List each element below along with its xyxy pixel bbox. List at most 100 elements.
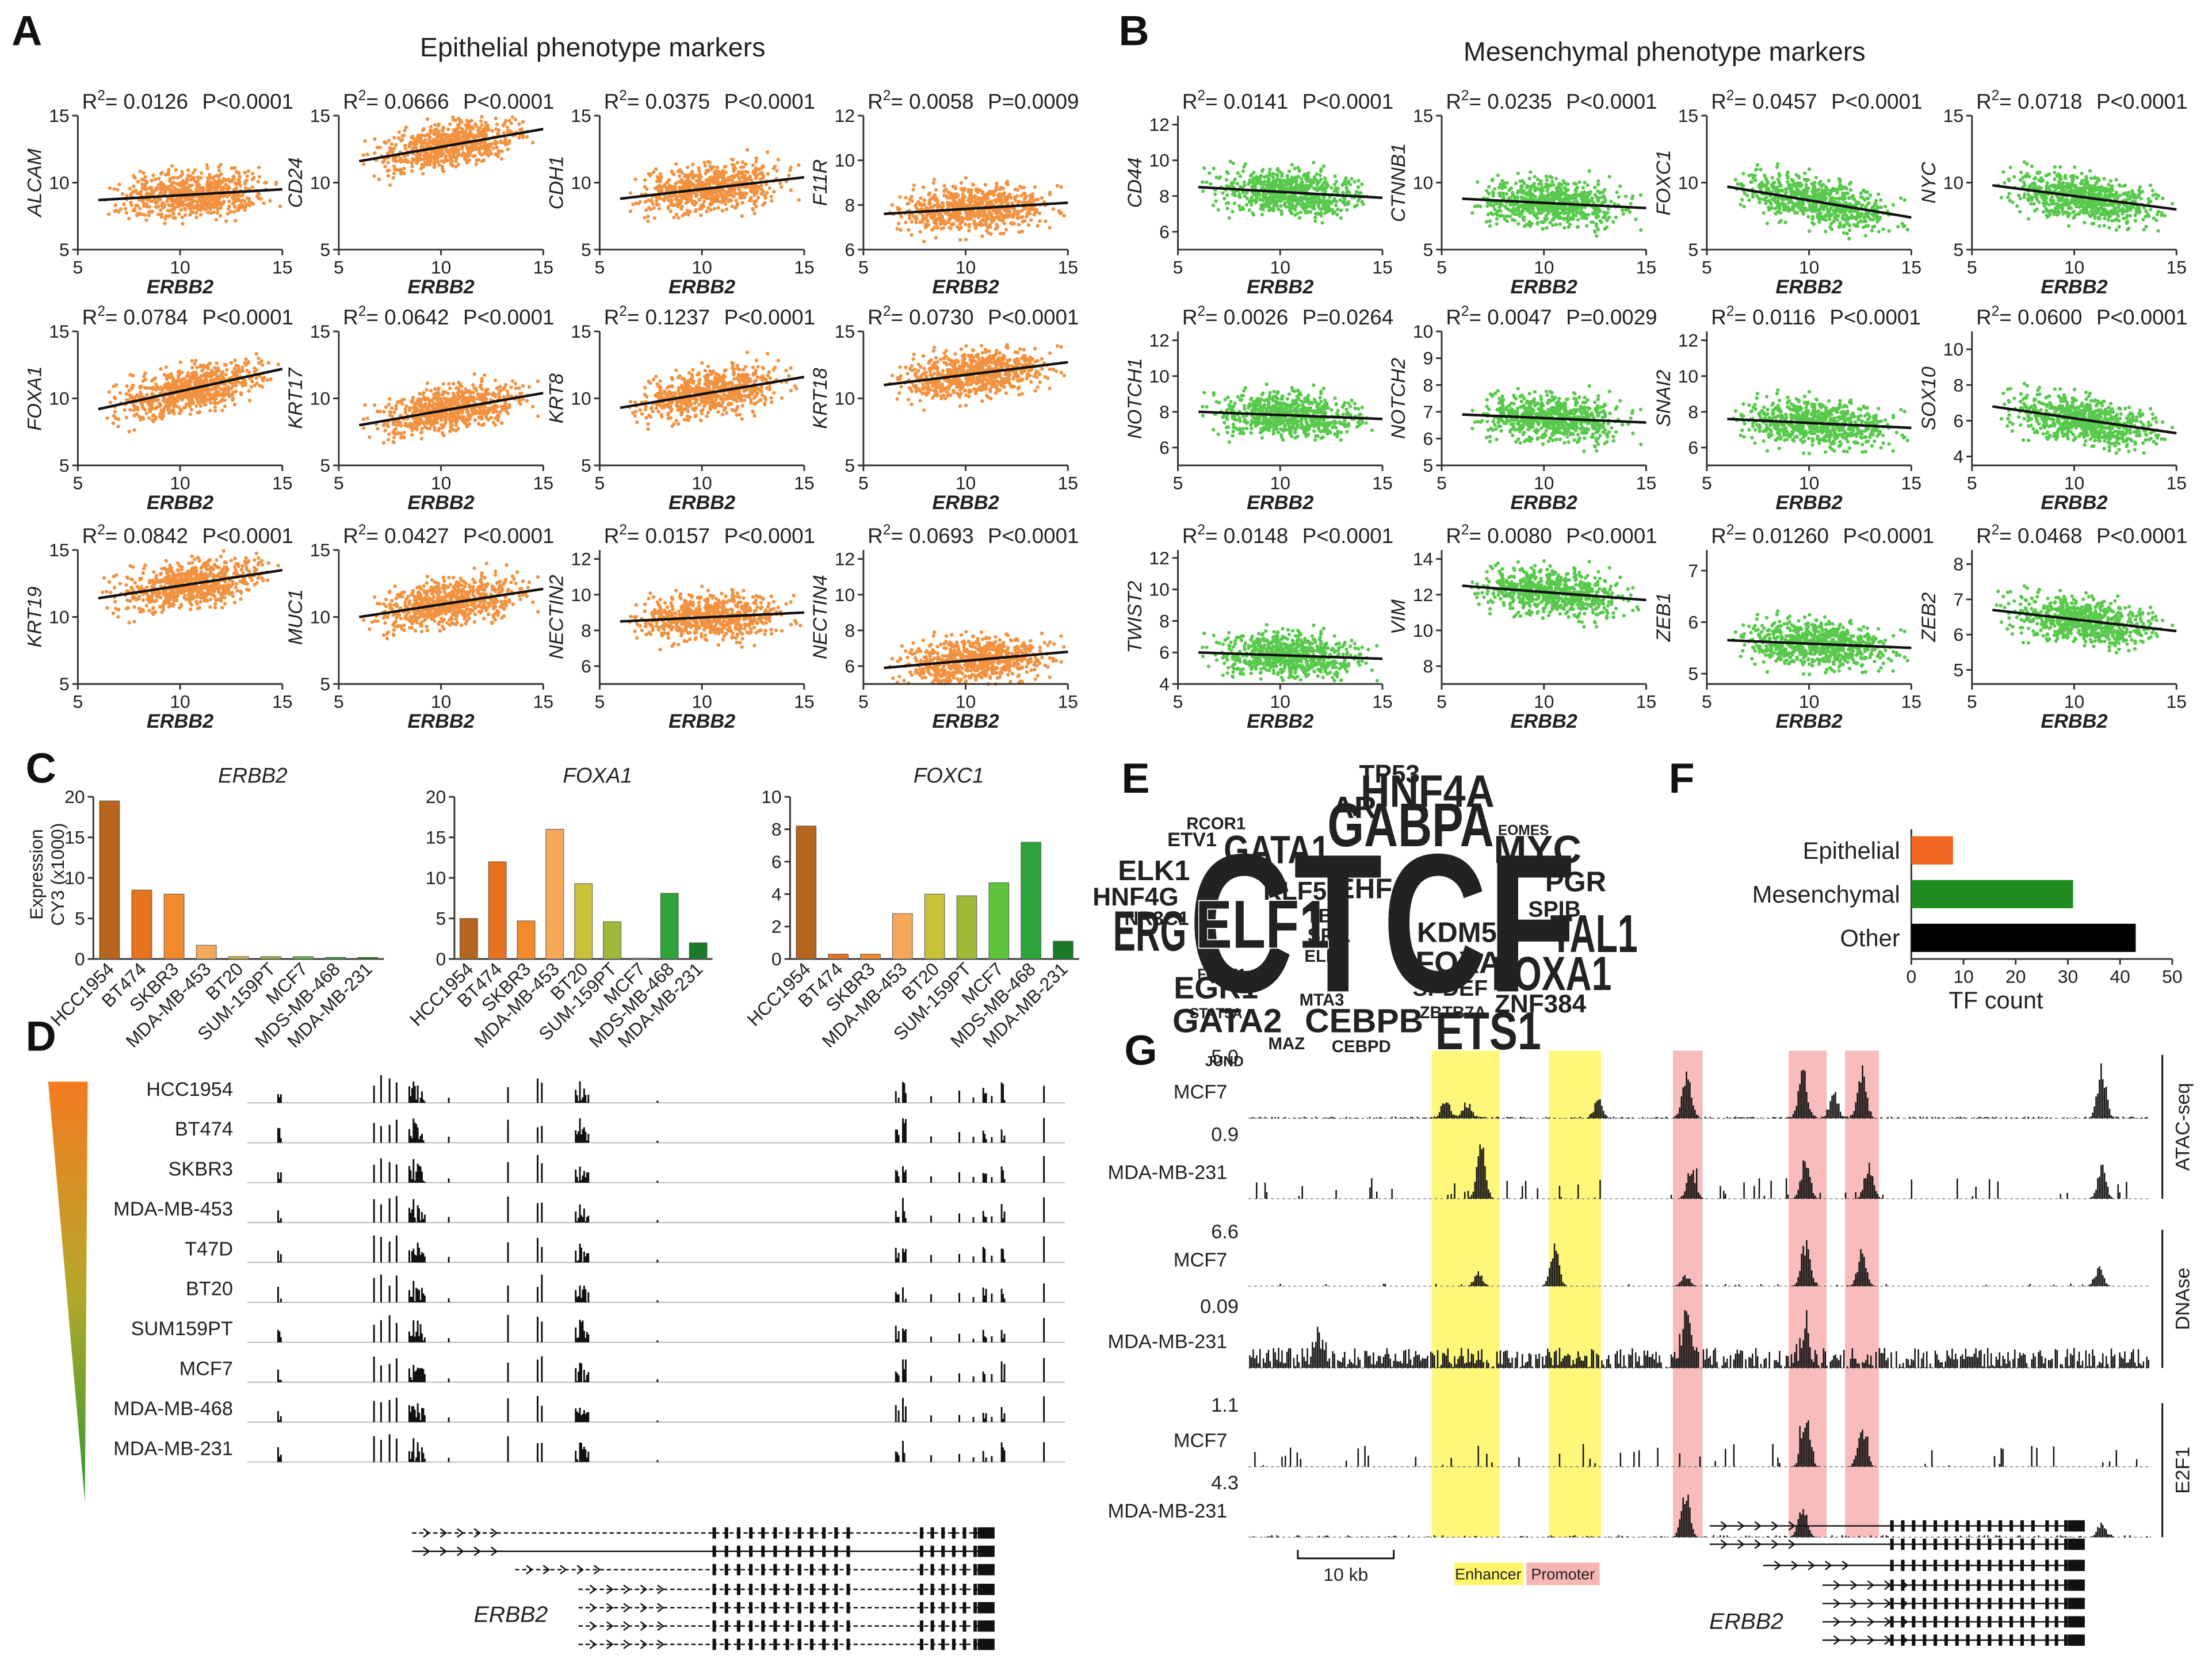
exon (761, 1564, 765, 1576)
scatter-plot: 5 10 15 5 10 15 NYC ERBB2 R2= 0.0718 P<0.0001 (1918, 88, 2187, 298)
y-tick-label: 7 (1688, 560, 1698, 581)
stat-r: R (343, 90, 358, 113)
exon (930, 1564, 934, 1576)
stat-sup: 2 (358, 522, 366, 538)
stat: R2= 0.0784 P<0.0001 (82, 304, 293, 329)
y-tick-label: 6 (771, 851, 782, 872)
exon (962, 1584, 966, 1595)
point-cloud (105, 351, 280, 434)
y-tick-label: 10 (310, 173, 330, 193)
x-tick-label: 15 (1058, 257, 1078, 278)
exon (2045, 1634, 2049, 1646)
stat-sup: 2 (1992, 522, 2000, 538)
stat-r2: = 0.0116 (1734, 305, 1815, 329)
stat-p: P<0.0001 (2096, 524, 2187, 548)
stat-r2: = 0.0080 (1469, 524, 1552, 548)
x-tick-label: 5 (1173, 691, 1183, 712)
y-tick-label: 15 (64, 827, 85, 848)
x-tick-label: 10 (1799, 473, 1819, 494)
exon (2045, 1520, 2049, 1532)
exon (941, 1545, 945, 1557)
word: RCOR1 (1186, 815, 1246, 834)
y-tick-label: 20 (64, 786, 85, 807)
word: HNF4A (1361, 766, 1495, 816)
point-cloud (1731, 609, 1909, 677)
x-tick-label: 5 (334, 257, 344, 278)
exon (2054, 1538, 2058, 1550)
bar (660, 893, 679, 960)
cell-label: MCF7 (179, 1358, 233, 1380)
word: JUND (1205, 1054, 1244, 1069)
bar (828, 954, 849, 960)
gene-model (1709, 1520, 2085, 1532)
exon (712, 1545, 716, 1557)
scatter-plot: 5 10 15 5 10 15 CDH1 ERBB2 R2= 0.0375 P<0.0001 (546, 88, 815, 298)
word: FOXM1 (1197, 966, 1246, 982)
x-tick-label: 5 (1173, 473, 1183, 494)
exon (1955, 1634, 1959, 1646)
stat-p: P<0.0001 (203, 305, 293, 329)
fit-line (1198, 186, 1383, 200)
word: ELF1 (1195, 886, 1330, 962)
exon (952, 1527, 956, 1539)
x-tick-label: 15 (272, 257, 292, 278)
stat-r2: = 0.0148 (1205, 524, 1288, 548)
exon (1944, 1597, 1948, 1610)
exon (1944, 1579, 1948, 1591)
stat-sup: 2 (97, 88, 105, 104)
exon (749, 1620, 753, 1632)
bar (228, 956, 249, 960)
word: ZNF384 (1495, 990, 1587, 1018)
exon (919, 1620, 924, 1632)
exon (919, 1527, 924, 1539)
fit-line (1198, 651, 1383, 660)
stat-r2: = 0.0718 (1999, 90, 2082, 113)
exon (2009, 1579, 2014, 1591)
stat-r: R (1711, 305, 1726, 329)
x-tick-label: 5 (858, 257, 869, 278)
x-tick-label: 15 (794, 473, 814, 494)
y-tick-label: 10 (571, 388, 591, 409)
x-tick-label: 10 (1270, 691, 1290, 712)
signal (277, 1314, 1045, 1343)
x-tick-label: 50 (2162, 966, 2182, 987)
y-tick-label: 10 (835, 150, 855, 171)
exon (1923, 1616, 1927, 1628)
exon (761, 1584, 765, 1595)
y-tick-label: 12 (1413, 584, 1433, 605)
x-tick-label: 5 (1702, 473, 1712, 494)
strand-arrows (589, 1603, 664, 1613)
stat: R2= 0.0141 P<0.0001 (1182, 88, 1393, 113)
y-tick-label: 10 (1149, 366, 1169, 387)
x-tick-label: 5 (858, 691, 869, 712)
y-tick-label: 4 (1159, 674, 1170, 694)
stat: R2= 0.0116 P<0.0001 (1711, 304, 1921, 329)
exon (834, 1564, 838, 1576)
x-tick-label: 10 (956, 257, 976, 278)
word: AR (1332, 790, 1377, 825)
stat-r: R (1446, 524, 1461, 548)
bar (892, 913, 913, 960)
exon (1988, 1538, 1992, 1550)
track-scale: 6.6 (1211, 1221, 1239, 1243)
y-tick-label: 7 (1953, 589, 1963, 610)
x-label: ERBB2 (932, 492, 999, 514)
y-tick-label: 2 (771, 916, 782, 937)
exon (962, 1638, 966, 1650)
exon (1966, 1520, 1970, 1532)
y-label: VIM (1388, 599, 1409, 635)
exon (2020, 1616, 2024, 1628)
exon (773, 1602, 777, 1614)
exon (846, 1620, 850, 1632)
stat: R2= 0.0235 P<0.0001 (1446, 88, 1657, 113)
cell-label: HCC1954 (146, 1079, 233, 1100)
panel-letter: A (12, 6, 42, 54)
x-label: ERBB2 (1511, 710, 1577, 732)
exon (1955, 1520, 1959, 1532)
scatter-plot: 5 10 15 5 10 15 KRT17 ERBB2 R2= 0.0642 P<0.0001 (285, 304, 554, 514)
stat: R2= 0.0600 P<0.0001 (1976, 304, 2187, 329)
point-cloud (1201, 382, 1374, 444)
x-tick-label: 10 (1534, 257, 1554, 278)
